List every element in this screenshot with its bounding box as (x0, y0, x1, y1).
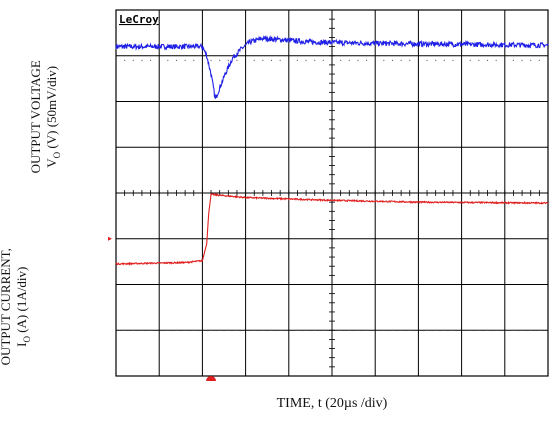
grid-dot (443, 329, 445, 331)
grid-dot (175, 329, 178, 331)
grid-dot (357, 59, 359, 61)
grid-dot (193, 329, 195, 331)
grid-dot (495, 59, 497, 61)
grid-dot (219, 59, 221, 61)
grid-dot (270, 59, 273, 61)
grid-dot (391, 59, 394, 61)
grid-dot (305, 59, 307, 61)
grid-dot (538, 329, 540, 331)
grid-dot (227, 59, 229, 61)
voltage-trace (115, 34, 549, 99)
grid-dot (305, 329, 307, 331)
grid-dot (521, 329, 523, 331)
grid-dot (262, 329, 264, 331)
grid-dot (348, 59, 350, 61)
grid-dot (426, 59, 428, 61)
grid-dot (340, 329, 342, 331)
grid-dot (340, 59, 342, 61)
grid-dot (124, 329, 126, 331)
grid-dot (210, 329, 212, 331)
grid-dot (322, 329, 324, 331)
grid-dot (149, 329, 152, 331)
grid-dot (322, 59, 324, 61)
grid-dot (296, 329, 299, 331)
grid-dot (167, 59, 169, 61)
grid-dot (521, 59, 523, 61)
grid-dot (262, 59, 264, 61)
grid-dot (279, 59, 281, 61)
grid-dot (124, 59, 126, 61)
grid-dot (348, 329, 350, 331)
grid-dot (193, 59, 195, 61)
grid-dot (219, 329, 221, 331)
grid-dot (314, 329, 316, 331)
grid-dot (469, 329, 471, 331)
grid-dot (357, 329, 359, 331)
grid-dot (227, 329, 229, 331)
grid-dot (314, 59, 316, 61)
grid-dot (538, 59, 540, 61)
grid-dot (210, 59, 212, 61)
grid-dot (391, 329, 394, 331)
grid-dot (253, 329, 255, 331)
grid-dot (469, 59, 471, 61)
grid-dot (253, 59, 255, 61)
grid-dot (383, 329, 385, 331)
grid-dot (530, 59, 532, 61)
grid-dot (141, 59, 143, 61)
grid-dot (236, 59, 238, 61)
grid-dot (486, 59, 489, 61)
grid-dot (365, 329, 368, 331)
grid-dot (486, 329, 489, 331)
trigger-marker (206, 376, 217, 381)
grid-dot (279, 329, 281, 331)
grid-dot (512, 329, 515, 331)
grid-dot (400, 329, 402, 331)
grid-dot (167, 329, 169, 331)
grid-dot (443, 59, 445, 61)
current-axis-label: OUTPUT CURRENT, IO (A) (1A/div) (0, 248, 32, 366)
grid-dot (236, 329, 238, 331)
grid-dot (383, 59, 385, 61)
grid-dot (530, 329, 532, 331)
grid-dot (409, 329, 411, 331)
grid-dot (495, 329, 497, 331)
grid-dot (426, 329, 428, 331)
lecroy-logo: LeCroy (119, 13, 159, 26)
grid-dot (296, 59, 299, 61)
grid-dot (478, 329, 480, 331)
grid-dot (478, 59, 480, 61)
grid-dot (452, 329, 454, 331)
grid-dot (435, 329, 437, 331)
grid-dot (270, 329, 273, 331)
grid-dot (149, 59, 152, 61)
channel-marker (108, 236, 112, 241)
grid-dot (400, 59, 402, 61)
time-axis-label: TIME, t (20µs /div) (276, 396, 388, 411)
grid-dot (365, 59, 368, 61)
grid-dot (141, 329, 143, 331)
grid-dot (409, 59, 411, 61)
grid-dot (184, 59, 186, 61)
grid-dot (132, 59, 134, 61)
voltage-axis-label: OUTPUT VOLTAGE VO (V) (50mV/div) (28, 60, 62, 174)
grid-dot (132, 329, 134, 331)
grid-dot (175, 59, 178, 61)
grid-dot (512, 59, 515, 61)
grid-dot (452, 59, 454, 61)
current-trace (115, 193, 549, 266)
grid-dot (435, 59, 437, 61)
grid-dot (184, 329, 186, 331)
